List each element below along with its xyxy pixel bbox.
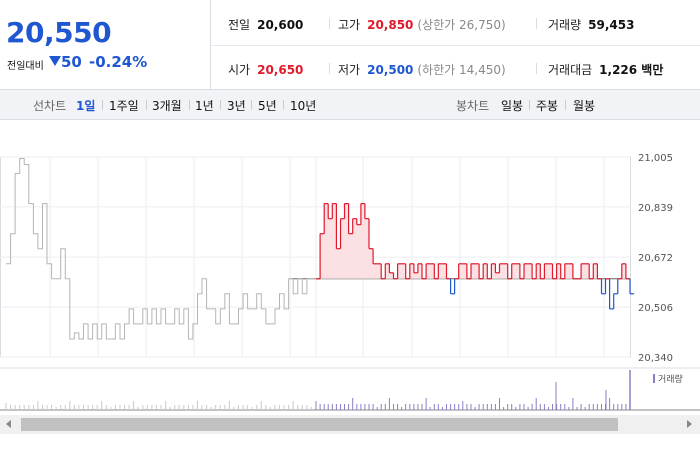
scroll-right-icon[interactable] bbox=[687, 420, 692, 428]
y-tick-label: 21,005 bbox=[638, 153, 673, 164]
stat-prev-close: 전일 20,600 bbox=[228, 18, 304, 32]
candle-chart-label: 봉차트 bbox=[456, 99, 490, 113]
y-tick-label: 20,839 bbox=[638, 203, 673, 214]
stat-separator bbox=[536, 63, 537, 74]
change-label: 전일대비 bbox=[7, 61, 44, 72]
stat-separator bbox=[536, 18, 537, 29]
stat-low: 저가 20,500 (하한가 14,450) bbox=[338, 63, 506, 77]
tab-3year[interactable]: 3년 bbox=[227, 99, 246, 113]
stat-separator bbox=[329, 63, 330, 74]
tab-1week[interactable]: 1주일 bbox=[109, 99, 139, 113]
tab-3month[interactable]: 3개월 bbox=[152, 99, 182, 113]
quote-header: 20,550 전일대비 50 -0.24% bbox=[0, 0, 700, 90]
stats-divider bbox=[211, 45, 700, 46]
up-area-fill bbox=[316, 203, 630, 279]
tab-weekly-candle[interactable]: 주봉 bbox=[536, 99, 559, 113]
tab-separator bbox=[283, 100, 284, 110]
price-panel: 20,550 전일대비 50 -0.24% bbox=[0, 0, 211, 89]
tab-1day[interactable]: 1일 bbox=[76, 99, 96, 113]
tab-daily-candle[interactable]: 일봉 bbox=[501, 99, 524, 113]
stat-high: 고가 20,850 (상한가 26,750) bbox=[338, 18, 506, 32]
down-arrow-icon bbox=[49, 56, 61, 66]
y-tick-label: 20,340 bbox=[638, 353, 673, 364]
volume-legend-swatch bbox=[653, 374, 655, 383]
y-tick-label: 20,506 bbox=[638, 303, 673, 314]
tab-separator bbox=[220, 100, 221, 110]
line-chart-label: 선차트 bbox=[33, 99, 67, 113]
change-value: 50 bbox=[61, 53, 82, 71]
price-chart: 21,005 20,839 20,672 20,506 20,340 거래량 bbox=[0, 120, 700, 450]
change-percent: -0.24% bbox=[89, 53, 148, 71]
tab-separator bbox=[529, 100, 530, 110]
tab-separator bbox=[565, 100, 566, 110]
stat-open: 시가 20,650 bbox=[228, 63, 304, 77]
tab-monthly-candle[interactable]: 월봉 bbox=[573, 99, 596, 113]
tab-5year[interactable]: 5년 bbox=[258, 99, 277, 113]
tab-separator bbox=[146, 100, 147, 110]
chart-period-tabs: 선차트 1일 1주일 3개월 1년 3년 5년 10년 봉차트 일봉 주봉 월봉 bbox=[0, 90, 700, 120]
stat-separator bbox=[329, 18, 330, 29]
tab-separator bbox=[251, 100, 252, 110]
stat-amount: 거래대금 1,226 백만 bbox=[548, 63, 664, 77]
stat-volume: 거래량 59,453 bbox=[548, 18, 635, 32]
y-tick-label: 20,672 bbox=[638, 253, 673, 264]
prior-series-line bbox=[6, 158, 316, 340]
current-price: 20,550 bbox=[6, 16, 112, 49]
price-chart-svg: 21,005 20,839 20,672 20,506 20,340 거래량 bbox=[0, 153, 700, 411]
tab-separator bbox=[189, 100, 190, 110]
tab-1year[interactable]: 1년 bbox=[195, 99, 214, 113]
horizontal-scrollbar[interactable] bbox=[0, 415, 700, 434]
scroll-thumb[interactable] bbox=[21, 418, 618, 431]
volume-legend-label: 거래량 bbox=[658, 373, 683, 385]
tab-separator bbox=[102, 100, 103, 110]
scroll-left-icon[interactable] bbox=[6, 420, 11, 428]
tab-10year[interactable]: 10년 bbox=[290, 99, 317, 113]
